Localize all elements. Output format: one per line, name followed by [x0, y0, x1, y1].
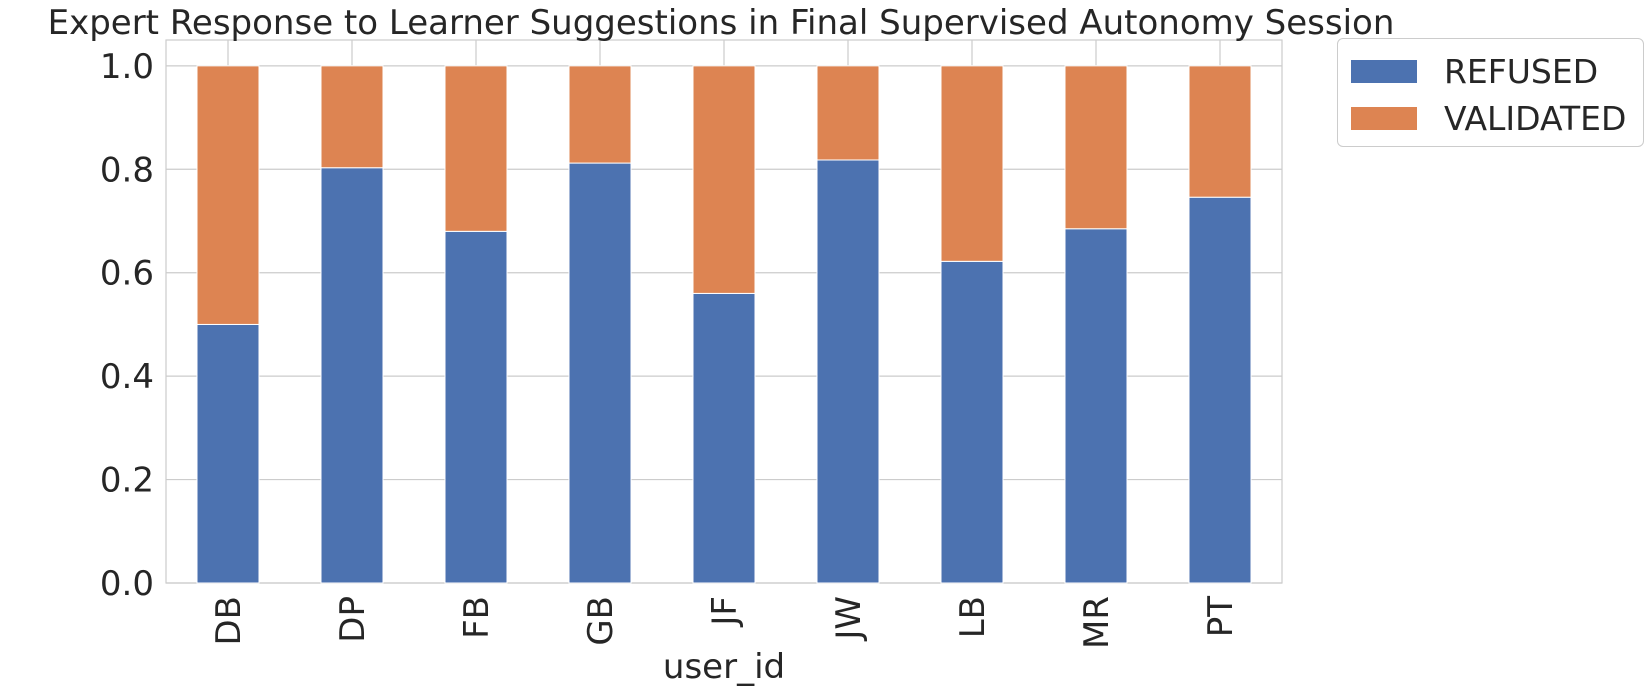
y-tick-label: 1.0 [100, 47, 154, 87]
x-tick-label: LB [953, 596, 993, 638]
bar-validated-gb [568, 65, 632, 164]
x-axis-label: user_id [663, 647, 785, 687]
bar-validated-dp [320, 65, 384, 169]
bar-refused-jw [816, 159, 880, 584]
bar-refused-fb [444, 230, 508, 584]
x-tick-label: DP [333, 596, 373, 643]
bar-refused-db [196, 323, 260, 584]
bar-refused-lb [940, 260, 1004, 584]
bar-validated-mr [1064, 65, 1128, 230]
y-tick-label: 0.8 [100, 150, 154, 190]
legend-swatch-refused [1351, 59, 1417, 83]
bar-validated-pt [1188, 65, 1252, 198]
y-tick-label: 0.4 [100, 357, 154, 397]
bar-refused-jf [692, 292, 756, 584]
legend: REFUSED VALIDATED [1337, 38, 1644, 147]
x-tick-label: PT [1201, 596, 1241, 638]
x-tick-label: DB [209, 596, 249, 646]
bar-refused-gb [568, 162, 632, 584]
x-tick-label: JW [829, 596, 869, 642]
bar-validated-jf [692, 65, 756, 294]
legend-label-validated: VALIDATED [1444, 98, 1627, 138]
bar-validated-jw [816, 65, 880, 161]
chart-title: Expert Response to Learner Suggestions i… [48, 3, 1395, 43]
x-tick-label: FB [457, 596, 497, 639]
bar-refused-mr [1064, 228, 1128, 584]
bar-validated-lb [940, 65, 1004, 262]
y-tick-label: 0.0 [100, 564, 154, 604]
x-tick-label: GB [581, 596, 621, 646]
x-tick-label: JF [705, 596, 745, 628]
legend-label-refused: REFUSED [1444, 51, 1599, 91]
bar-validated-fb [444, 65, 508, 232]
x-tick-label: MR [1077, 596, 1117, 649]
bar-refused-pt [1188, 196, 1252, 584]
legend-item-validated: VALIDATED [1351, 98, 1626, 138]
y-tick-label: 0.6 [100, 254, 154, 294]
bar-validated-db [196, 65, 260, 325]
legend-item-refused: REFUSED [1351, 51, 1598, 91]
legend-swatch-validated [1351, 106, 1417, 130]
bar-refused-dp [320, 167, 384, 584]
y-tick-label: 0.2 [100, 461, 154, 501]
